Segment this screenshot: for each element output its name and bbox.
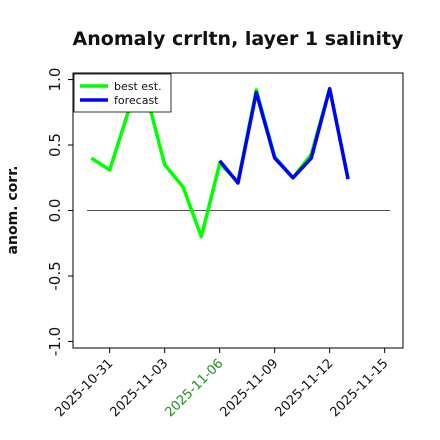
x-tick-label: 2025-11-12 bbox=[272, 356, 336, 420]
legend-box bbox=[73, 73, 172, 113]
x-tick-label: 2025-11-15 bbox=[327, 356, 391, 420]
x-tick-label: 2025-10-31 bbox=[52, 356, 116, 420]
y-tick-label: 0.5 bbox=[46, 133, 64, 157]
x-tick-label: 2025-11-03 bbox=[107, 356, 171, 420]
y-axis: 1.0 0.5 0.0 -0.5 -1.0 bbox=[46, 68, 73, 356]
series-line-forecast bbox=[218, 86, 350, 185]
legend: best est. forecast bbox=[73, 73, 172, 113]
x-axis: 2025-10-312025-11-032025-11-062025-11-09… bbox=[52, 348, 391, 420]
chart-title: Anomaly crrltn, layer 1 salinity bbox=[73, 28, 404, 50]
y-tick-label: -1.0 bbox=[46, 327, 64, 356]
legend-label-forecast: forecast bbox=[114, 94, 159, 107]
y-tick-label: -0.5 bbox=[46, 261, 64, 290]
legend-label-best-est: best est. bbox=[114, 80, 162, 93]
x-tick-label: 2025-11-09 bbox=[217, 356, 281, 420]
y-axis-label: anom. corr. bbox=[5, 166, 21, 255]
y-tick-label: 0.0 bbox=[46, 199, 64, 223]
x-tick-label: 2025-11-06 bbox=[162, 356, 226, 420]
y-tick-label: 1.0 bbox=[46, 68, 64, 92]
